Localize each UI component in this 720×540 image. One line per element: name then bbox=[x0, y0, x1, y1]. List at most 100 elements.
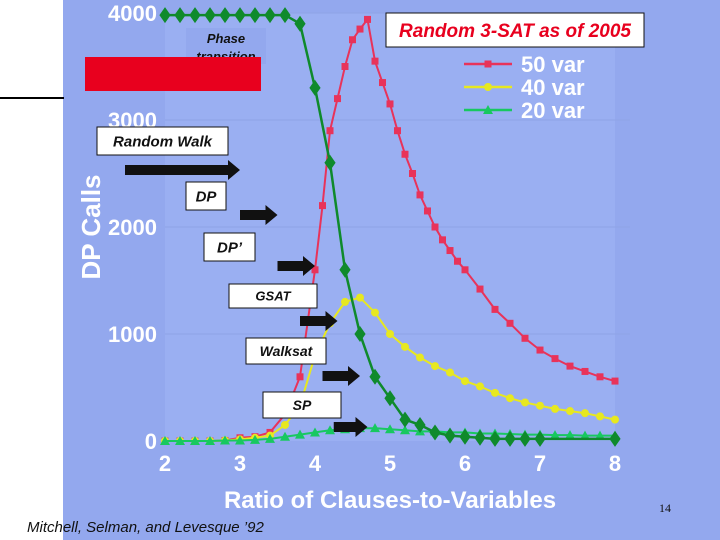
series-20-var-point bbox=[595, 430, 605, 440]
series-40-var-point bbox=[581, 409, 589, 418]
series-phase-transition-point bbox=[534, 430, 546, 447]
series-50-var-point bbox=[416, 191, 424, 199]
series-50-var-point bbox=[506, 319, 514, 327]
series-phase-transition-point bbox=[504, 430, 516, 447]
x-tick-label: 3 bbox=[234, 451, 246, 476]
series-50-var-point bbox=[379, 79, 386, 87]
series-50-var-point bbox=[296, 373, 304, 381]
series-50-var-point bbox=[319, 202, 326, 210]
method-label-box bbox=[203, 232, 256, 262]
method-label: SP bbox=[293, 397, 312, 413]
x-ticks: 2 3 4 5 6 7 8 bbox=[159, 451, 621, 476]
series-phase-transition-point bbox=[459, 428, 471, 445]
method-random-walk: Random Walk bbox=[96, 126, 240, 180]
series-20-var-point bbox=[550, 430, 560, 440]
series-20-var-point bbox=[265, 433, 275, 443]
series-40-var-point bbox=[386, 330, 394, 338]
series-phase-transition-point bbox=[324, 154, 336, 171]
method-label: Random Walk bbox=[113, 133, 213, 150]
series-40-var-point bbox=[356, 293, 364, 302]
method-dp: DP’ bbox=[203, 232, 315, 276]
method-arrow bbox=[240, 205, 278, 225]
series-40-var-point bbox=[491, 388, 499, 397]
y-axis-title: DP Calls bbox=[76, 174, 106, 279]
series-layer bbox=[159, 7, 621, 447]
series-phase-transition-point bbox=[294, 15, 306, 32]
citation: Mitchell, Selman, and Levesque ’92 bbox=[27, 519, 264, 536]
series-phase-transition-point bbox=[609, 430, 621, 447]
series-50-var-point bbox=[401, 150, 409, 158]
method-label: GSAT bbox=[255, 289, 291, 304]
series-phase-transition-point bbox=[474, 429, 486, 446]
legend-item: 20 var bbox=[464, 98, 585, 123]
series-50-var-point bbox=[424, 207, 431, 215]
series-40-var-point bbox=[401, 342, 409, 351]
series-40-var-point bbox=[536, 401, 544, 410]
method-sp: SP bbox=[262, 391, 368, 437]
series-20-var-point bbox=[400, 425, 410, 435]
method-label-box bbox=[96, 126, 229, 156]
series-50-var-point bbox=[491, 305, 499, 313]
series-50-var-point bbox=[409, 170, 416, 177]
series-50-var-point bbox=[431, 223, 439, 231]
series-20-var-point bbox=[385, 424, 395, 434]
chart-title-box bbox=[385, 12, 645, 48]
legend-label: 40 var bbox=[521, 75, 585, 100]
series-40-var-point bbox=[281, 420, 289, 429]
series-50-var-point bbox=[461, 266, 469, 274]
series-phase-transition-point bbox=[519, 430, 531, 447]
series-20-var-point bbox=[580, 430, 590, 440]
series-40-var-point bbox=[566, 407, 574, 416]
series-20-var-point bbox=[280, 431, 290, 441]
method-dp: DP bbox=[185, 181, 278, 225]
series-40-var-point bbox=[341, 297, 349, 306]
series-40-var-point bbox=[611, 415, 619, 424]
method-label: DP’ bbox=[217, 239, 243, 256]
method-walksat: Walksat bbox=[245, 337, 360, 386]
series-20-var-point bbox=[160, 436, 170, 445]
x-tick-label: 4 bbox=[309, 451, 322, 476]
method-label-box bbox=[262, 391, 342, 419]
method-label: DP bbox=[196, 188, 218, 205]
method-arrow bbox=[333, 417, 368, 437]
series-20-var-point bbox=[220, 435, 230, 445]
series-phase-transition-point bbox=[399, 411, 411, 428]
series-20-var-point bbox=[175, 436, 185, 445]
series-40-var-point bbox=[596, 412, 604, 421]
series-50-var-point bbox=[371, 57, 379, 65]
x-axis-title: Ratio of Clauses-to-Variables bbox=[224, 487, 556, 514]
series-40-var-point bbox=[551, 404, 559, 413]
series-phase-transition-point bbox=[339, 261, 351, 278]
series-20-var-point bbox=[235, 435, 245, 445]
legend-marker bbox=[484, 60, 492, 68]
x-tick-label: 7 bbox=[534, 451, 546, 476]
series-50-var-point bbox=[551, 355, 559, 363]
series-50-var-point bbox=[521, 334, 529, 342]
legend-marker bbox=[484, 83, 492, 91]
y-tick-label: 4000 bbox=[108, 1, 157, 26]
chart-title: Random 3-SAT as of 2005 bbox=[399, 21, 631, 42]
series-50-var-point bbox=[446, 247, 454, 255]
x-tick-label: 8 bbox=[609, 451, 621, 476]
y-tick-label: 2000 bbox=[108, 215, 157, 240]
series-50-var-point bbox=[566, 362, 574, 370]
series-phase-transition-point bbox=[219, 7, 231, 24]
series-phase-transition-point bbox=[174, 7, 186, 24]
series-20-var-point bbox=[325, 425, 335, 435]
series-50-var-point bbox=[341, 63, 349, 70]
series-phase-transition-point bbox=[429, 424, 441, 441]
series-phase-transition-point bbox=[189, 7, 201, 24]
series-50-var-point bbox=[581, 367, 589, 375]
series-50-var-point bbox=[454, 257, 461, 265]
series-phase-transition-point bbox=[354, 326, 366, 342]
series-50-var-point bbox=[611, 377, 619, 385]
series-20-var-point bbox=[190, 436, 200, 445]
y-tick-label: 0 bbox=[145, 429, 157, 454]
legend-item: 50 var bbox=[464, 52, 585, 77]
series-50-var-point bbox=[349, 36, 356, 44]
series-phase-transition-point bbox=[369, 368, 381, 385]
series-phase-transition bbox=[159, 7, 621, 447]
method-arrow bbox=[322, 366, 360, 386]
